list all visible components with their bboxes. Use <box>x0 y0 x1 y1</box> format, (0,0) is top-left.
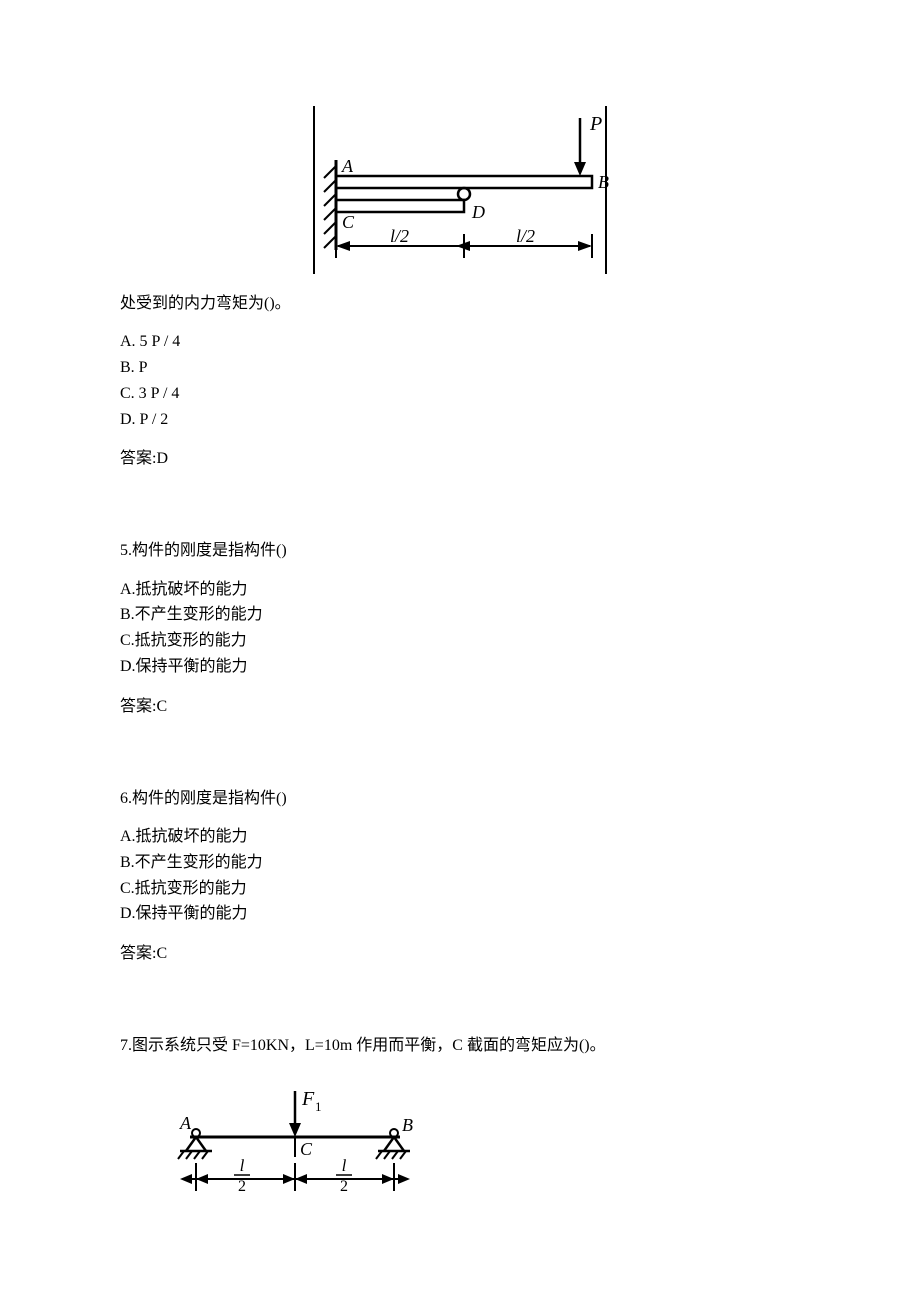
label-B: B <box>598 172 609 192</box>
q4-option-A: A. 5 P / 4 <box>120 330 800 355</box>
q5-option-B: B.不产生变形的能力 <box>120 603 800 628</box>
q4-answer: 答案:D <box>120 444 800 468</box>
q6-block: 6.构件的刚度是指构件() A.抵抗破坏的能力 B.不产生变形的能力 C.抵抗变… <box>120 785 800 963</box>
label-l-left: l <box>240 1156 245 1175</box>
q7-figure-wrap: F 1 A B C <box>150 1083 800 1203</box>
q6-answer: 答案:C <box>120 939 800 963</box>
q4-option-B: B. P <box>120 356 800 381</box>
label-l-right: l <box>342 1156 347 1175</box>
label-l2-right: l/2 <box>516 226 535 246</box>
q6-option-C: C.抵抗变形的能力 <box>120 877 800 902</box>
q6-option-D: D.保持平衡的能力 <box>120 902 800 927</box>
q5-option-C: C.抵抗变形的能力 <box>120 629 800 654</box>
q7-figure: F 1 A B C <box>150 1083 450 1203</box>
q4-figure-wrap: P A B C D l/2 l/2 <box>120 100 800 280</box>
label-l2-left: l/2 <box>390 226 409 246</box>
q5-option-D: D.保持平衡的能力 <box>120 655 800 680</box>
q4-option-D: D. P / 2 <box>120 408 800 433</box>
label-F: F <box>301 1088 315 1110</box>
label-F-sub: 1 <box>315 1099 322 1114</box>
q5-block: 5.构件的刚度是指构件() A.抵抗破坏的能力 B.不产生变形的能力 C.抵抗变… <box>120 537 800 715</box>
q6-option-B: B.不产生变形的能力 <box>120 851 800 876</box>
page: P A B C D l/2 l/2 处受到的内力弯矩为()。 A. 5 <box>0 0 920 1302</box>
q4-option-C: C. 3 P / 4 <box>120 382 800 407</box>
q7-stem: 7.图示系统只受 F=10KN，L=10m 作用而平衡，C 截面的弯矩应为()。 <box>120 1032 800 1059</box>
label-2-left: 2 <box>238 1178 246 1195</box>
q5-answer: 答案:C <box>120 692 800 716</box>
label-A: A <box>341 156 354 176</box>
q5-option-A: A.抵抗破坏的能力 <box>120 578 800 603</box>
label-A7: A <box>179 1113 192 1133</box>
label-2-right: 2 <box>340 1178 348 1195</box>
q6-option-A: A.抵抗破坏的能力 <box>120 825 800 850</box>
q4-figure: P A B C D l/2 l/2 <box>290 100 630 280</box>
q4-stem-tail: 处受到的内力弯矩为()。 <box>120 290 800 317</box>
q6-stem: 6.构件的刚度是指构件() <box>120 785 800 812</box>
label-P: P <box>589 113 602 135</box>
label-D: D <box>471 202 485 222</box>
label-B7: B <box>402 1115 413 1135</box>
label-C: C <box>342 212 355 232</box>
label-C7: C <box>300 1139 313 1159</box>
q4-block: 处受到的内力弯矩为()。 A. 5 P / 4 B. P C. 3 P / 4 … <box>120 290 800 468</box>
q5-stem: 5.构件的刚度是指构件() <box>120 537 800 564</box>
